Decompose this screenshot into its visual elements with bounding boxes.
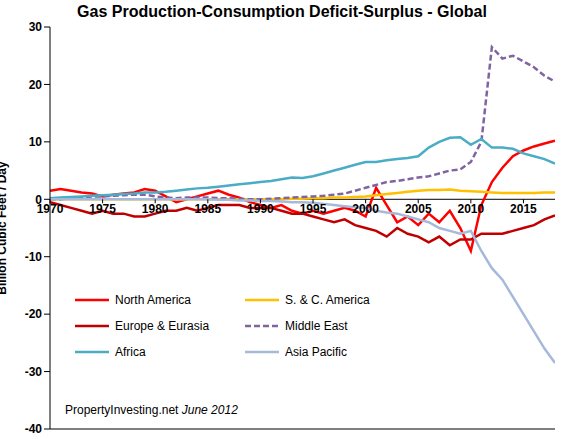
html-text:Gas Production-Consumption Def: Gas Production-Consumption Deficit-Surpl… (77, 3, 487, 20)
svg-text:-20: -20 (25, 307, 43, 321)
svg-text:30: 30 (29, 20, 43, 34)
svg-text:1970: 1970 (36, 202, 64, 217)
svg-text:1990: 1990 (247, 202, 274, 216)
html-text:Middle East: Middle East (285, 319, 348, 333)
svg-text:2010: 2010 (457, 202, 484, 216)
svg-text:Billion Cubic Feet / Day: Billion Cubic Feet / Day (8, 161, 9, 295)
svg-text:20: 20 (29, 78, 43, 92)
html-text:Asia Pacific: Asia Pacific (285, 345, 347, 359)
svg-text:2015: 2015 (510, 202, 537, 216)
html-text:Africa: Africa (115, 345, 146, 359)
svg-text:1980: 1980 (142, 202, 169, 216)
svg-text:1975: 1975 (89, 202, 116, 216)
html-text:North America: North America (115, 293, 191, 307)
svg-text:1995: 1995 (300, 202, 327, 216)
svg-text:-30: -30 (25, 365, 43, 379)
html-text:Europe & Eurasia: Europe & Eurasia (115, 319, 210, 333)
html-text:S. & C. America: S. & C. America (285, 293, 370, 307)
svg-text:1985: 1985 (194, 202, 221, 216)
svg-text:10: 10 (29, 135, 43, 149)
svg-text:0: 0 (35, 193, 42, 207)
svg-text:2005: 2005 (405, 202, 432, 216)
svg-text:2000: 2000 (352, 202, 379, 216)
svg-text:-40: -40 (25, 422, 43, 436)
svg-text:-10: -10 (25, 250, 43, 264)
html-text:PropertyInvesting.net June 201: PropertyInvesting.net June 2012 (65, 403, 238, 417)
